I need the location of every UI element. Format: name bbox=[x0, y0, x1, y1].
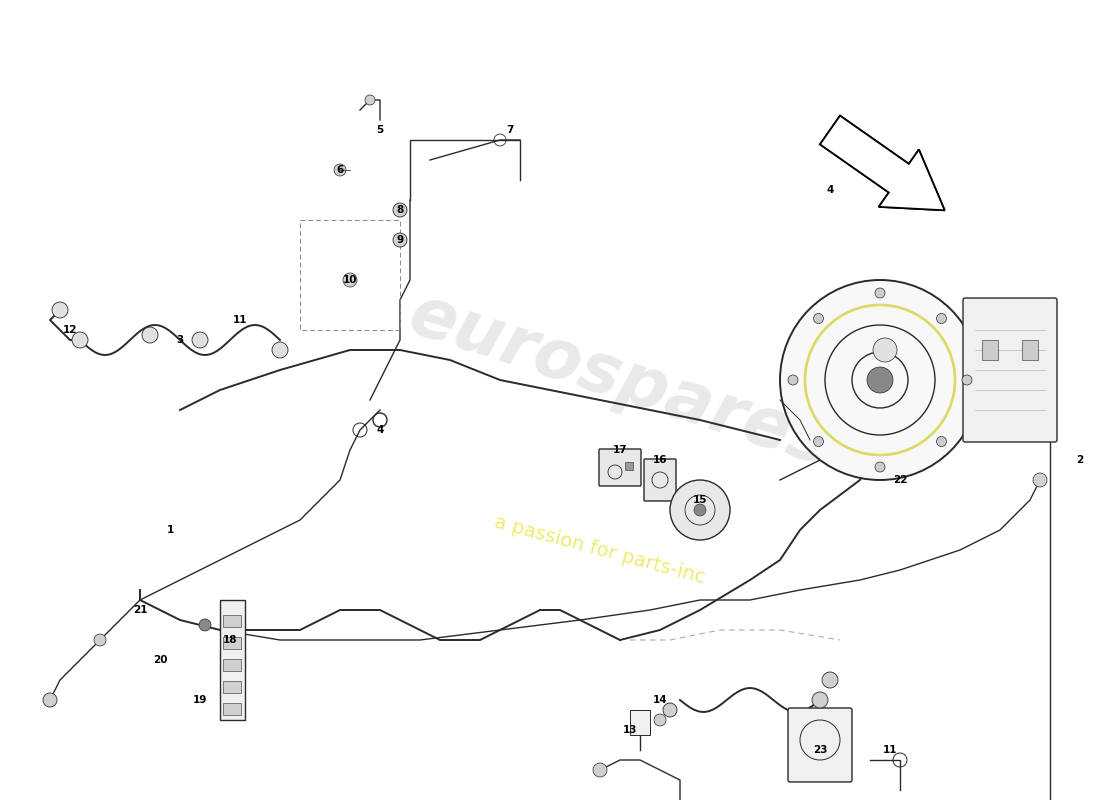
Text: 8: 8 bbox=[396, 205, 404, 215]
Bar bbox=[223, 637, 241, 649]
Circle shape bbox=[94, 634, 106, 646]
Circle shape bbox=[867, 367, 893, 393]
Circle shape bbox=[814, 437, 824, 446]
Bar bbox=[1022, 340, 1038, 360]
Text: 10: 10 bbox=[343, 275, 358, 285]
Polygon shape bbox=[820, 116, 945, 210]
Text: 15: 15 bbox=[693, 495, 707, 505]
Circle shape bbox=[272, 342, 288, 358]
Text: 4: 4 bbox=[826, 185, 834, 195]
Circle shape bbox=[199, 619, 211, 631]
Circle shape bbox=[334, 164, 346, 176]
Circle shape bbox=[1033, 473, 1047, 487]
Circle shape bbox=[812, 692, 828, 708]
Circle shape bbox=[343, 273, 358, 287]
Text: 19: 19 bbox=[192, 695, 207, 705]
Circle shape bbox=[393, 233, 407, 247]
Text: 5: 5 bbox=[376, 125, 384, 135]
Bar bbox=[630, 710, 650, 735]
Circle shape bbox=[694, 504, 706, 516]
Bar bbox=[223, 703, 241, 715]
Text: 14: 14 bbox=[652, 695, 668, 705]
Circle shape bbox=[874, 462, 886, 472]
Bar bbox=[220, 600, 245, 720]
Bar bbox=[223, 615, 241, 627]
Circle shape bbox=[663, 703, 676, 717]
Text: 16: 16 bbox=[652, 455, 668, 465]
Text: 05: 05 bbox=[827, 420, 873, 460]
Circle shape bbox=[365, 95, 375, 105]
Circle shape bbox=[822, 672, 838, 688]
Text: 21: 21 bbox=[133, 605, 147, 615]
Bar bbox=[223, 659, 241, 671]
Circle shape bbox=[593, 763, 607, 777]
Text: 2: 2 bbox=[1077, 455, 1084, 465]
Text: 22: 22 bbox=[893, 475, 907, 485]
Text: 1: 1 bbox=[166, 525, 174, 535]
Bar bbox=[625, 462, 632, 470]
Circle shape bbox=[192, 332, 208, 348]
Circle shape bbox=[142, 327, 158, 343]
FancyBboxPatch shape bbox=[644, 459, 676, 501]
Circle shape bbox=[654, 714, 666, 726]
Text: 7: 7 bbox=[506, 125, 514, 135]
Text: 23: 23 bbox=[813, 745, 827, 755]
Circle shape bbox=[814, 314, 824, 323]
Circle shape bbox=[780, 280, 980, 480]
Circle shape bbox=[874, 288, 886, 298]
Text: 11: 11 bbox=[233, 315, 248, 325]
Circle shape bbox=[936, 314, 946, 323]
Circle shape bbox=[936, 437, 946, 446]
Circle shape bbox=[52, 302, 68, 318]
FancyBboxPatch shape bbox=[600, 449, 641, 486]
Text: 3: 3 bbox=[176, 335, 184, 345]
Text: 4: 4 bbox=[376, 425, 384, 435]
Circle shape bbox=[670, 480, 730, 540]
FancyBboxPatch shape bbox=[788, 708, 853, 782]
Circle shape bbox=[873, 338, 896, 362]
Circle shape bbox=[72, 332, 88, 348]
Text: 12: 12 bbox=[63, 325, 77, 335]
Text: 13: 13 bbox=[623, 725, 637, 735]
Circle shape bbox=[788, 375, 798, 385]
Circle shape bbox=[393, 203, 407, 217]
Bar bbox=[982, 340, 998, 360]
Text: 18: 18 bbox=[222, 635, 238, 645]
Circle shape bbox=[43, 693, 57, 707]
Text: 20: 20 bbox=[153, 655, 167, 665]
Text: 11: 11 bbox=[882, 745, 898, 755]
Text: 17: 17 bbox=[613, 445, 627, 455]
Circle shape bbox=[962, 375, 972, 385]
Text: 6: 6 bbox=[337, 165, 343, 175]
Text: a passion for parts-inc: a passion for parts-inc bbox=[493, 513, 707, 587]
Text: eurospares: eurospares bbox=[400, 280, 839, 480]
Text: 9: 9 bbox=[396, 235, 404, 245]
Bar bbox=[223, 681, 241, 693]
FancyBboxPatch shape bbox=[962, 298, 1057, 442]
